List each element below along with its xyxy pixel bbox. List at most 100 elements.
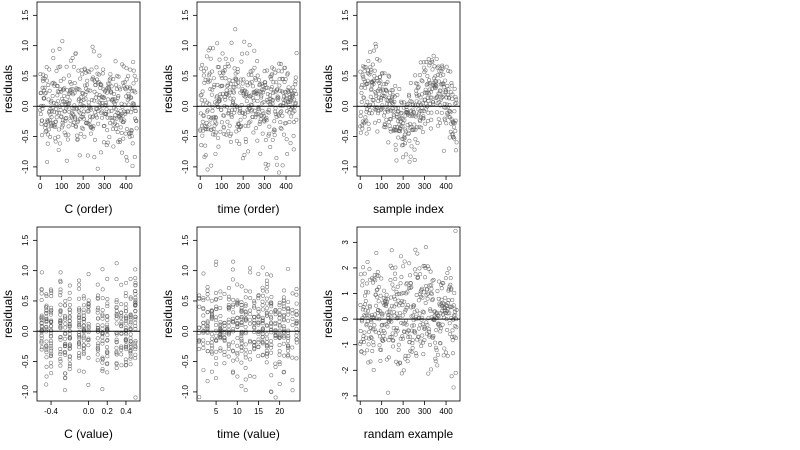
data-point bbox=[71, 64, 76, 69]
data-point bbox=[453, 228, 458, 233]
data-point bbox=[113, 107, 118, 112]
data-point bbox=[63, 116, 68, 121]
data-point bbox=[288, 141, 293, 146]
data-point bbox=[102, 103, 107, 108]
data-point bbox=[371, 368, 376, 373]
data-point bbox=[438, 97, 443, 102]
data-point bbox=[286, 333, 291, 338]
data-point bbox=[94, 115, 99, 120]
data-point bbox=[441, 148, 446, 153]
data-point bbox=[256, 337, 261, 342]
data-point bbox=[248, 270, 253, 275]
data-point bbox=[371, 82, 376, 87]
data-point bbox=[415, 251, 420, 256]
data-point bbox=[280, 163, 285, 168]
data-point bbox=[212, 132, 217, 137]
x-tick-label: 300 bbox=[418, 407, 432, 416]
data-point bbox=[235, 374, 240, 379]
data-point bbox=[205, 326, 210, 331]
data-point bbox=[383, 296, 388, 301]
data-point bbox=[260, 131, 265, 136]
data-point bbox=[383, 123, 388, 128]
data-point bbox=[251, 130, 256, 135]
data-point bbox=[73, 51, 78, 56]
data-point bbox=[446, 87, 451, 92]
data-point bbox=[119, 345, 124, 350]
y-tick-label: -2 bbox=[341, 366, 350, 374]
data-point bbox=[286, 352, 291, 357]
data-point bbox=[232, 107, 237, 112]
data-point bbox=[273, 361, 278, 366]
data-point bbox=[393, 332, 398, 337]
data-point bbox=[274, 80, 279, 85]
data-point bbox=[111, 76, 116, 81]
data-point bbox=[105, 332, 110, 337]
data-point bbox=[262, 119, 267, 124]
data-point bbox=[286, 312, 291, 317]
data-point bbox=[281, 304, 286, 309]
data-point bbox=[377, 343, 382, 348]
data-point bbox=[454, 308, 459, 313]
data-point bbox=[128, 326, 133, 331]
data-point bbox=[105, 322, 110, 327]
data-point bbox=[133, 283, 138, 288]
data-point bbox=[222, 352, 227, 357]
data-point bbox=[103, 100, 108, 105]
data-point bbox=[400, 155, 405, 160]
data-point bbox=[230, 107, 235, 112]
data-point bbox=[86, 337, 91, 342]
data-point bbox=[406, 92, 411, 97]
data-point bbox=[286, 309, 291, 314]
data-point bbox=[265, 336, 270, 341]
data-point bbox=[58, 317, 63, 322]
data-point bbox=[62, 100, 67, 105]
data-point bbox=[445, 83, 450, 88]
data-point bbox=[243, 352, 248, 357]
data-point bbox=[282, 65, 287, 70]
data-point bbox=[86, 382, 91, 387]
data-point bbox=[58, 335, 63, 340]
data-point bbox=[64, 158, 69, 163]
data-point bbox=[273, 320, 278, 325]
data-point bbox=[120, 104, 125, 109]
data-point bbox=[58, 308, 63, 313]
data-point bbox=[396, 342, 401, 347]
data-point bbox=[109, 108, 114, 113]
data-point bbox=[370, 62, 375, 67]
data-point bbox=[100, 71, 105, 76]
data-point bbox=[277, 352, 282, 357]
data-point bbox=[226, 307, 231, 312]
data-point bbox=[272, 133, 277, 138]
data-point bbox=[290, 311, 295, 316]
data-point bbox=[67, 364, 72, 369]
data-point bbox=[62, 344, 67, 349]
data-point bbox=[420, 295, 425, 300]
data-point bbox=[450, 351, 455, 356]
data-point bbox=[124, 345, 129, 350]
data-point bbox=[375, 295, 380, 300]
x-tick-label: 100 bbox=[375, 407, 389, 416]
data-point bbox=[413, 330, 418, 335]
data-point bbox=[447, 311, 452, 316]
data-point bbox=[226, 317, 231, 322]
data-point bbox=[365, 78, 370, 83]
data-point bbox=[391, 326, 396, 331]
data-point bbox=[290, 323, 295, 328]
data-point bbox=[269, 85, 274, 90]
data-point bbox=[128, 343, 133, 348]
data-point bbox=[259, 81, 264, 86]
data-point bbox=[74, 107, 79, 112]
data-point bbox=[445, 311, 450, 316]
data-point bbox=[255, 138, 260, 143]
data-point bbox=[441, 281, 446, 286]
data-point bbox=[265, 92, 270, 97]
data-point bbox=[213, 262, 218, 267]
data-point bbox=[281, 90, 286, 95]
data-point bbox=[440, 322, 445, 327]
data-point bbox=[89, 98, 94, 103]
data-point bbox=[77, 314, 82, 319]
data-point bbox=[418, 322, 423, 327]
data-point bbox=[293, 101, 298, 106]
data-point bbox=[434, 79, 439, 84]
data-point bbox=[418, 108, 423, 113]
